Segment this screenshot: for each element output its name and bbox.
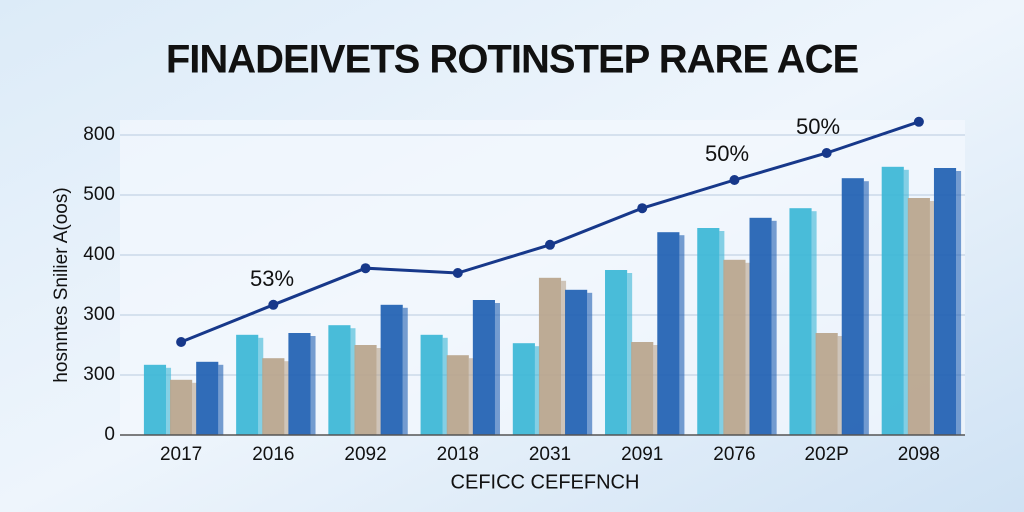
bar	[841, 178, 864, 435]
x-tick-label: 2031	[529, 444, 571, 465]
bar	[196, 361, 219, 435]
annotation: 53%	[250, 266, 294, 291]
line-point	[729, 175, 740, 185]
y-axis-label: hosnntes Snilier A(oos)	[51, 187, 72, 382]
x-tick-label: 2016	[252, 444, 294, 465]
y-tick-label: 300	[83, 364, 115, 385]
bar-side	[863, 181, 869, 435]
bar-side	[350, 328, 356, 435]
y-tick-label: 400	[83, 244, 115, 265]
bar	[143, 364, 167, 435]
line-point	[452, 268, 463, 278]
bar	[723, 259, 746, 435]
bar-side	[561, 280, 567, 435]
annotation: 50%	[796, 114, 840, 139]
bar-side	[903, 169, 909, 436]
x-tick-label: 2091	[621, 444, 663, 465]
bar	[328, 325, 351, 435]
bar	[907, 198, 930, 435]
line-point	[360, 263, 371, 274]
bar-side	[310, 336, 316, 435]
bar	[565, 289, 588, 435]
x-tick-label: 2018	[437, 444, 479, 465]
bar	[472, 300, 495, 435]
line-point	[637, 203, 648, 214]
x-tick-label: 2092	[344, 444, 386, 465]
bar-side	[929, 201, 935, 435]
bar	[446, 355, 469, 435]
bar	[605, 270, 628, 435]
bar-side	[258, 337, 264, 435]
y-tick-label: 800	[83, 124, 115, 145]
annotation: 50%	[705, 141, 749, 166]
bar-side	[494, 303, 500, 435]
bar	[354, 345, 377, 435]
bar-side	[402, 307, 408, 435]
bar	[262, 358, 285, 435]
bar-side	[442, 337, 448, 435]
bar-side	[811, 211, 817, 435]
bar-side	[653, 345, 659, 435]
bar	[288, 333, 311, 435]
bar	[749, 217, 772, 435]
bar	[631, 342, 654, 435]
bar-side	[719, 231, 725, 435]
y-tick-label: 300	[83, 304, 115, 325]
bar-side	[534, 346, 540, 435]
bar-side	[837, 336, 843, 435]
bar	[789, 208, 812, 435]
bar-side	[627, 273, 633, 435]
y-tick-label: 500	[83, 184, 115, 205]
bar-side	[956, 171, 962, 435]
x-tick-label: 2017	[160, 444, 202, 465]
line-point	[913, 116, 924, 127]
x-tick-label: 202P	[804, 444, 848, 465]
x-axis-label: CEFICC CEFEFNCH	[451, 471, 640, 493]
bar	[512, 343, 535, 435]
bar-side	[284, 361, 290, 435]
bar-side	[679, 235, 685, 435]
bar-side	[218, 364, 224, 435]
bar-side	[745, 262, 751, 435]
bar	[815, 333, 838, 435]
bar	[933, 168, 957, 435]
line-point	[821, 148, 832, 158]
line-point	[545, 239, 555, 250]
line-point	[176, 337, 187, 347]
bar-side	[192, 382, 198, 435]
bar	[170, 379, 193, 435]
line-point	[268, 299, 279, 310]
bar	[538, 277, 562, 435]
bar	[380, 304, 403, 435]
bar	[420, 334, 443, 435]
bar	[657, 232, 680, 435]
x-tick-label: 2076	[713, 444, 755, 465]
bar-side	[376, 348, 382, 435]
bar-side	[468, 358, 474, 435]
bar	[697, 228, 720, 435]
bar	[881, 166, 904, 436]
bar-side	[587, 292, 593, 435]
bar-side	[771, 220, 777, 435]
chart-title: FINADEIVETS ROTINSTEP RARE ACE	[166, 38, 859, 82]
bar	[236, 334, 259, 435]
bar-side	[166, 367, 172, 435]
x-tick-label: 2098	[898, 444, 940, 465]
y-tick-label: 0	[104, 424, 115, 445]
